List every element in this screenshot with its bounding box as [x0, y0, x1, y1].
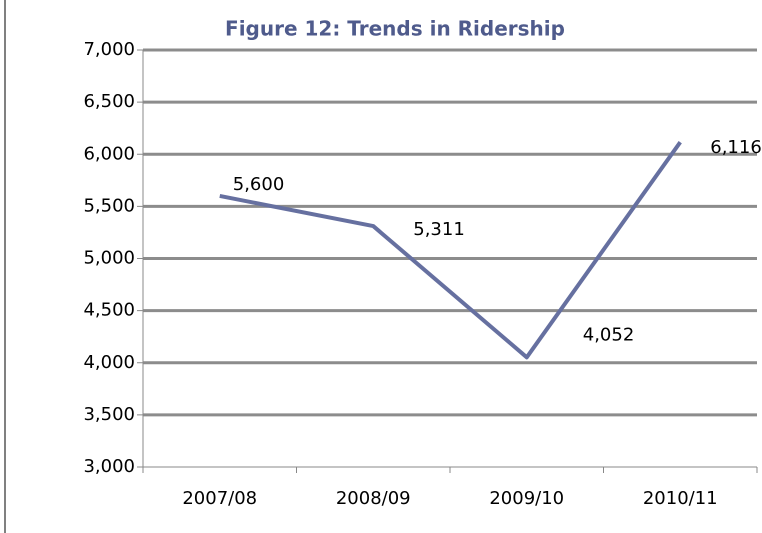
data-label: 6,116	[710, 137, 762, 158]
x-tick-label: 2010/11	[643, 488, 718, 509]
data-label: 4,052	[583, 324, 635, 345]
y-tick-label: 5,500	[83, 195, 135, 216]
chart-title: Figure 12: Trends in Ridership	[225, 17, 565, 41]
y-tick-label: 6,500	[83, 91, 135, 112]
data-label: 5,311	[413, 219, 465, 240]
x-tick-label: 2007/08	[182, 488, 257, 509]
data-label: 5,600	[233, 174, 285, 195]
x-tick-label: 2009/10	[489, 488, 564, 509]
y-tick-label: 3,000	[83, 456, 135, 477]
x-tick-label: 2008/09	[336, 488, 411, 509]
y-tick-label: 5,000	[83, 248, 135, 269]
y-tick-label: 4,000	[83, 352, 135, 373]
y-tick-label: 6,000	[83, 143, 135, 164]
y-tick-label: 7,000	[83, 39, 135, 60]
y-tick-label: 4,500	[83, 300, 135, 321]
line-series	[219, 140, 682, 360]
y-tick-label: 3,500	[83, 404, 135, 425]
